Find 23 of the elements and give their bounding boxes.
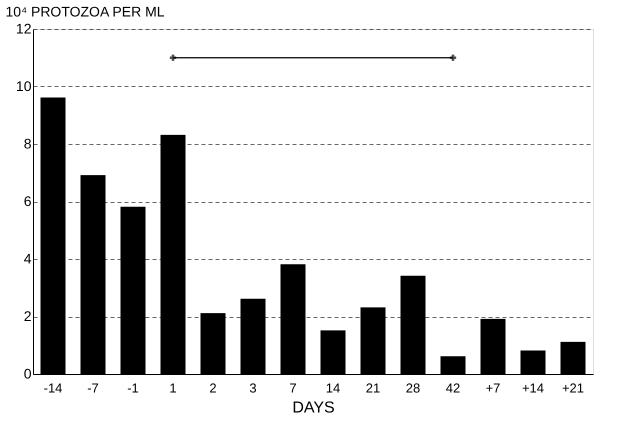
y-tick-label: 4: [24, 250, 32, 266]
y-tick-label: 8: [24, 136, 32, 152]
x-tick-label: -14: [44, 380, 62, 396]
x-tick-label: 14: [326, 380, 340, 396]
x-tick-label: 3: [249, 380, 257, 396]
x-tick-label: +21: [562, 380, 584, 396]
x-tick-label: +14: [522, 380, 544, 396]
y-axis-title: 10⁴ PROTOZOA PER ML: [6, 4, 165, 20]
x-tick-label: 2: [209, 380, 217, 396]
y-tick-label: 6: [24, 193, 32, 209]
y-tick-label: 10: [16, 78, 32, 94]
x-axis-title: DAYS: [292, 400, 335, 416]
x-tick-label: 7: [289, 380, 297, 396]
x-tick-label: +7: [486, 380, 500, 396]
x-tick-label: -7: [87, 380, 99, 396]
y-tick-label: 0: [24, 366, 32, 382]
x-tick-label: 1: [169, 380, 177, 396]
x-tick-label: 28: [406, 380, 420, 396]
x-tick-label: 21: [366, 380, 380, 396]
y-tick-label: 2: [24, 308, 32, 324]
y-tick-label: 12: [16, 20, 32, 36]
x-tick-label: 42: [446, 380, 460, 396]
x-tick-label: -1: [127, 380, 139, 396]
